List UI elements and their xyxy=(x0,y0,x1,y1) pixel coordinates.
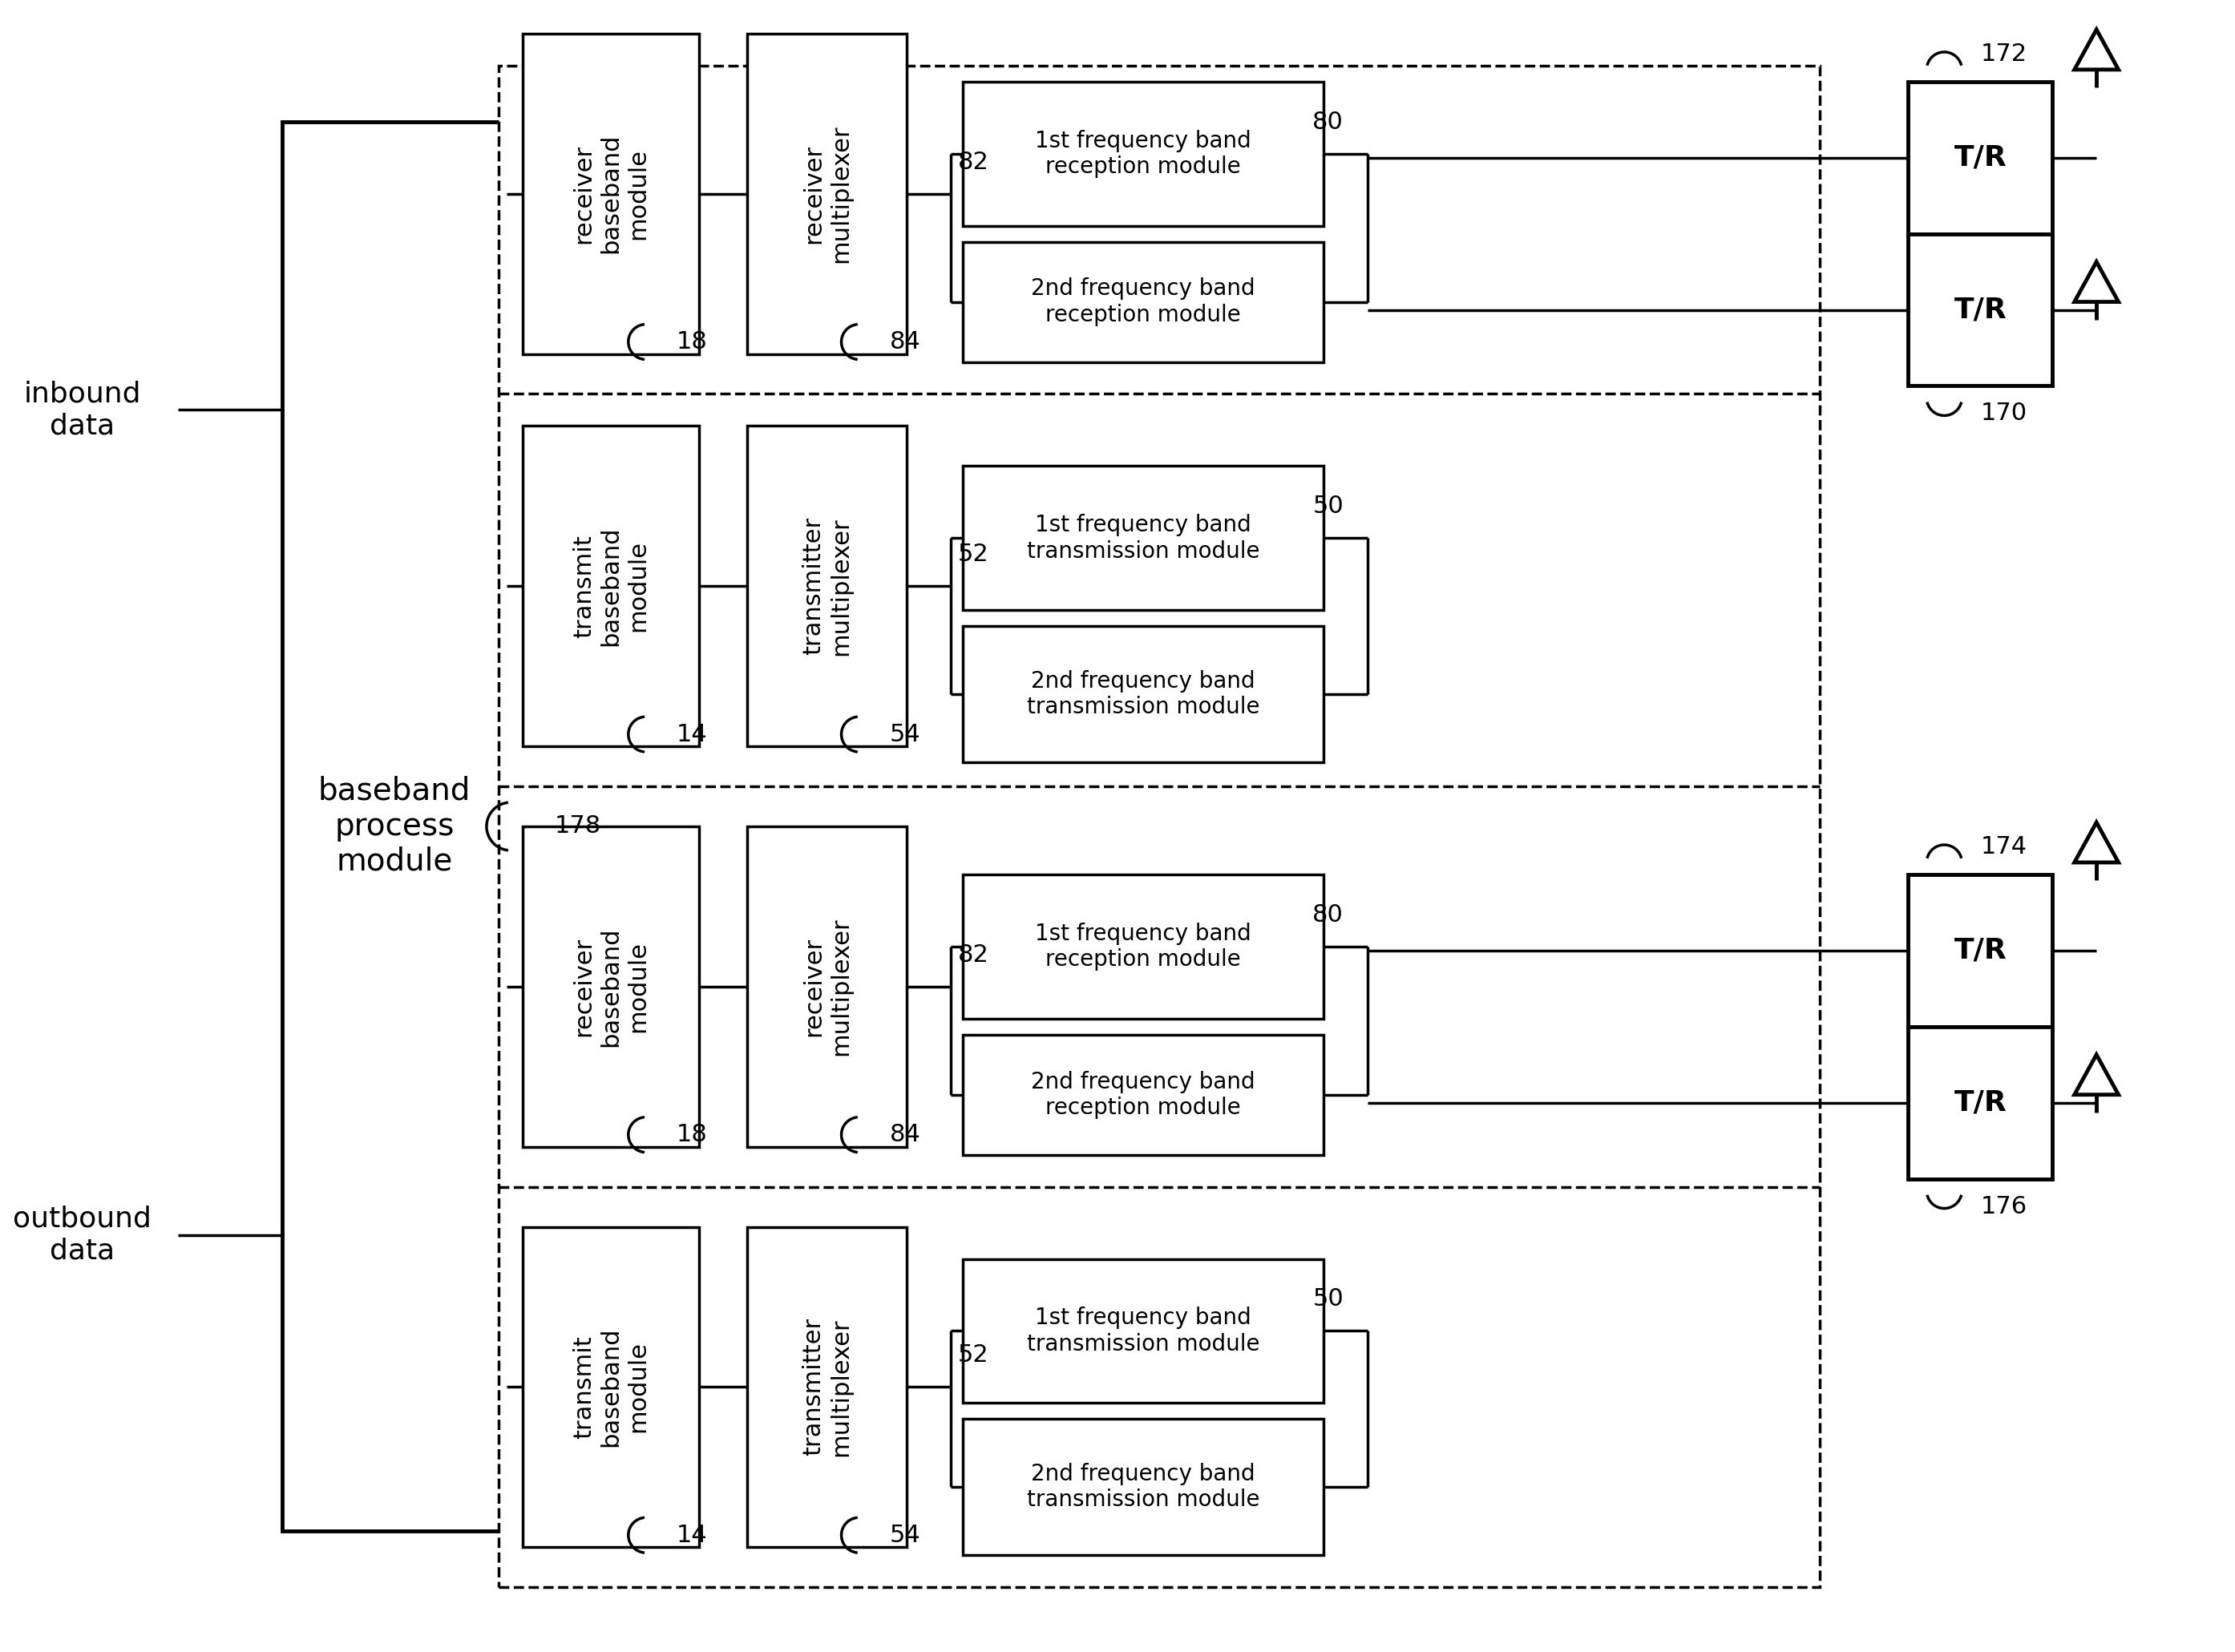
Text: T/R: T/R xyxy=(1953,144,2007,172)
Bar xyxy=(282,122,507,1531)
Text: 174: 174 xyxy=(1980,836,2027,859)
Bar xyxy=(746,426,907,747)
Text: 82: 82 xyxy=(957,943,988,966)
Bar xyxy=(963,626,1323,762)
Text: transmitter
multiplexer: transmitter multiplexer xyxy=(802,1318,852,1455)
Bar xyxy=(963,1034,1323,1155)
Text: 54: 54 xyxy=(890,722,921,747)
Text: 54: 54 xyxy=(890,1523,921,1546)
Text: 2nd frequency band
transmission module: 2nd frequency band transmission module xyxy=(1026,1464,1261,1512)
Text: 52: 52 xyxy=(957,1343,988,1366)
Text: 52: 52 xyxy=(957,544,988,567)
Bar xyxy=(1909,235,2052,387)
Text: 80: 80 xyxy=(1312,111,1343,134)
Text: inbound
data: inbound data xyxy=(22,380,141,439)
Text: 84: 84 xyxy=(890,1123,921,1146)
Text: receiver
multiplexer: receiver multiplexer xyxy=(802,124,852,263)
Text: 172: 172 xyxy=(1980,43,2027,66)
Bar xyxy=(963,241,1323,362)
Text: 84: 84 xyxy=(890,330,921,354)
Text: 50: 50 xyxy=(1312,496,1343,519)
Text: 18: 18 xyxy=(677,330,708,354)
Text: T/R: T/R xyxy=(1953,1089,2007,1117)
Text: 14: 14 xyxy=(677,1523,708,1546)
Text: T/R: T/R xyxy=(1953,296,2007,324)
Bar xyxy=(746,1227,907,1548)
Bar xyxy=(523,33,700,354)
Bar xyxy=(963,874,1323,1019)
Text: 1st frequency band
reception module: 1st frequency band reception module xyxy=(1035,129,1252,178)
Text: 176: 176 xyxy=(1980,1194,2027,1218)
Text: 50: 50 xyxy=(1312,1287,1343,1312)
Bar xyxy=(1909,874,2052,1026)
Text: 2nd frequency band
reception module: 2nd frequency band reception module xyxy=(1030,278,1256,325)
Text: 82: 82 xyxy=(957,150,988,173)
Text: transmit
baseband
module: transmit baseband module xyxy=(572,1327,648,1447)
Text: T/R: T/R xyxy=(1953,937,2007,965)
Bar xyxy=(523,1227,700,1548)
Text: 2nd frequency band
transmission module: 2nd frequency band transmission module xyxy=(1026,671,1261,719)
Bar xyxy=(523,426,700,747)
Text: transmit
baseband
module: transmit baseband module xyxy=(572,527,648,646)
Text: 1st frequency band
transmission module: 1st frequency band transmission module xyxy=(1026,514,1261,562)
Text: baseband
process
module: baseband process module xyxy=(317,776,472,877)
Bar xyxy=(498,66,1819,1588)
Text: 1st frequency band
transmission module: 1st frequency band transmission module xyxy=(1026,1307,1261,1355)
Text: 1st frequency band
reception module: 1st frequency band reception module xyxy=(1035,922,1252,971)
Bar xyxy=(523,826,700,1146)
Text: 2nd frequency band
reception module: 2nd frequency band reception module xyxy=(1030,1070,1256,1118)
Text: receiver
baseband
module: receiver baseband module xyxy=(572,134,648,254)
Text: 80: 80 xyxy=(1312,904,1343,927)
Text: 14: 14 xyxy=(677,722,708,747)
Bar xyxy=(1909,81,2052,235)
Bar xyxy=(963,81,1323,226)
Bar xyxy=(746,33,907,354)
Bar xyxy=(963,1419,1323,1555)
Text: receiver
baseband
module: receiver baseband module xyxy=(572,927,648,1046)
Text: 18: 18 xyxy=(677,1123,708,1146)
Text: outbound
data: outbound data xyxy=(13,1206,152,1264)
Text: transmitter
multiplexer: transmitter multiplexer xyxy=(802,517,852,656)
Text: 178: 178 xyxy=(554,814,601,838)
Bar xyxy=(963,1259,1323,1403)
Bar xyxy=(746,826,907,1146)
Text: receiver
multiplexer: receiver multiplexer xyxy=(802,917,852,1056)
Text: 170: 170 xyxy=(1980,401,2027,425)
Bar xyxy=(963,466,1323,610)
Bar xyxy=(1909,1026,2052,1180)
